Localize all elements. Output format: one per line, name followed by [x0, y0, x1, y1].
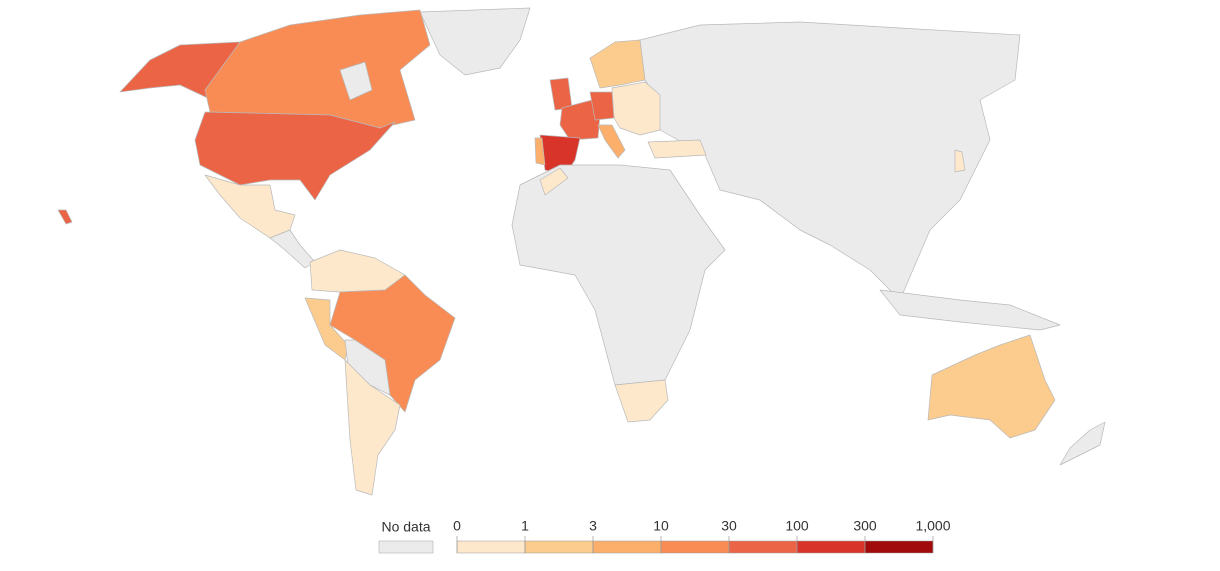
legend-tick-label: 0 [453, 518, 461, 534]
country [344, 359, 401, 496]
legend-swatch [864, 540, 934, 554]
country [647, 139, 707, 159]
legend-tick-label: 1,000 [915, 518, 950, 534]
country [589, 39, 646, 89]
lake [339, 61, 373, 101]
country [204, 9, 431, 129]
country [611, 81, 661, 136]
country [57, 209, 73, 225]
legend-swatch [378, 540, 434, 554]
legend-swatch [592, 540, 662, 554]
country [927, 334, 1056, 439]
country [511, 164, 726, 386]
country [204, 174, 296, 239]
legend-tick-label: 1 [521, 518, 529, 534]
country [549, 77, 573, 111]
legend-swatch [456, 540, 526, 554]
legend-tick-label: 3 [589, 518, 597, 534]
country [879, 289, 1061, 331]
legend: No data 0 1 3 10 30 100 300 1,000 [378, 518, 951, 554]
legend-tick-label: 30 [721, 518, 737, 534]
legend-tick-label: 300 [853, 518, 877, 534]
legend-swatch [728, 540, 798, 554]
legend-tick-label: 100 [785, 518, 809, 534]
country [954, 149, 966, 173]
country [419, 7, 531, 76]
legend-swatch [660, 540, 730, 554]
country [1059, 421, 1106, 466]
legend-tick-label: 10 [653, 518, 669, 534]
country [269, 229, 316, 269]
country [539, 167, 569, 196]
legend-swatch [796, 540, 866, 554]
country [614, 379, 669, 423]
country [597, 124, 626, 159]
legend-swatch [524, 540, 594, 554]
countries [57, 7, 1106, 496]
country [534, 137, 546, 166]
legend-label: No data [381, 519, 430, 535]
country [194, 111, 396, 201]
